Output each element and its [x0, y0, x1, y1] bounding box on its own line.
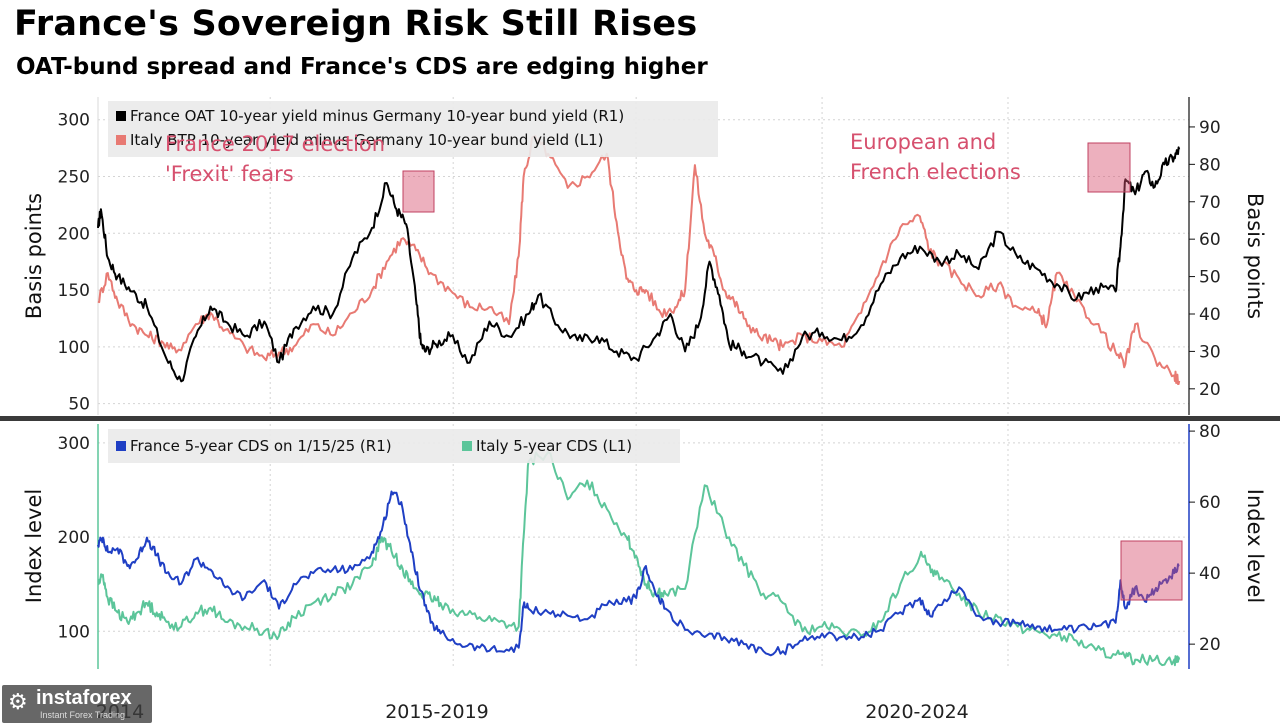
left-tick-label: 50 [68, 395, 90, 415]
x-axis-label: 2020-2024 [865, 701, 969, 723]
bottom-panel: 100 200 300 20 40 60 80 France 5-year CDS on … [22, 422, 1267, 723]
right-tick-label: 90 [1199, 118, 1221, 138]
legend-swatch [462, 441, 472, 451]
top-panel: 50 100 150 200 250 300 20 30 40 50 60 70 80 90 Franc… [22, 97, 1267, 415]
chart-subtitle: OAT-bund spread and France's CDS are edg… [16, 54, 708, 80]
legend-label: France OAT 10-year yield minus Germany 1… [130, 107, 624, 125]
legend-swatch [116, 135, 126, 145]
series-line-1 [97, 146, 1181, 383]
right-tick-label: 40 [1199, 564, 1221, 584]
highlight-box-cds [1120, 540, 1183, 601]
annotation-text: French elections [850, 160, 1021, 184]
right-tick-label: 50 [1199, 268, 1221, 288]
annotation-text: France 2017 election [165, 132, 385, 156]
annotation-text: 'Frexit' fears [165, 162, 294, 186]
right-tick-label: 40 [1199, 305, 1221, 325]
right-tick-label: 20 [1199, 635, 1221, 655]
series-line-1 [97, 490, 1180, 657]
right-tick-label: 80 [1199, 155, 1221, 175]
watermark-tagline: Instant Forex Trading [40, 710, 126, 720]
left-tick-label: 100 [58, 338, 90, 358]
bottom-series [97, 451, 1181, 667]
instaforex-logo-icon: ⚙ [8, 690, 28, 715]
top-left-ticks: 50 100 150 200 250 300 [58, 111, 90, 415]
top-legend: France OAT 10-year yield minus Germany 1… [116, 107, 624, 149]
right-tick-label: 60 [1199, 493, 1221, 513]
legend-swatch [116, 441, 126, 451]
legend-label: Italy BTP 10-year yield minus Germany 10… [130, 131, 604, 149]
bottom-right-axis-title: Index level [1243, 489, 1267, 603]
top-series [97, 134, 1181, 385]
left-tick-label: 300 [58, 434, 90, 454]
left-tick-label: 150 [58, 281, 90, 301]
left-tick-label: 200 [58, 528, 90, 548]
top-left-axis-title: Basis points [22, 193, 46, 319]
top-annotations: France 2017 election 'Frexit' fears Europe… [165, 130, 1021, 186]
right-tick-label: 70 [1199, 193, 1221, 213]
legend-swatch [116, 111, 126, 121]
bottom-right-ticks: 20 40 60 80 [1189, 422, 1221, 655]
watermark-brand: instaforex [36, 687, 132, 709]
highlight-box-2017 [402, 170, 435, 213]
panel-divider [0, 416, 1280, 421]
bottom-left-ticks: 100 200 300 [58, 434, 90, 642]
top-legend-background [108, 101, 718, 157]
series-line-2 [97, 134, 1181, 385]
bottom-legend-background [108, 429, 680, 463]
annotation-text: European and [850, 130, 996, 154]
highlight-box-2024 [1087, 142, 1131, 193]
chart-title: France's Sovereign Risk Still Rises [14, 4, 698, 44]
left-tick-label: 200 [58, 224, 90, 244]
left-tick-label: 100 [58, 622, 90, 642]
bottom-legend: France 5-year CDS on 1/15/25 (R1) Italy 5… [116, 437, 632, 455]
bottom-plot-area [98, 424, 1189, 669]
legend-label: Italy 5-year CDS (L1) [476, 437, 632, 455]
watermark: ⚙ instaforex Instant Forex Trading [2, 685, 152, 723]
right-tick-label: 30 [1199, 342, 1221, 362]
legend-label: France 5-year CDS on 1/15/25 (R1) [130, 437, 392, 455]
right-tick-label: 60 [1199, 230, 1221, 250]
top-right-axis-title: Basis points [1243, 193, 1267, 319]
left-tick-label: 250 [58, 168, 90, 188]
right-tick-label: 80 [1199, 422, 1221, 442]
right-tick-label: 20 [1199, 380, 1221, 400]
bottom-left-axis-title: Index level [22, 489, 46, 603]
x-axis-label: 2015-2019 [385, 701, 489, 723]
left-tick-label: 300 [58, 111, 90, 131]
top-right-ticks: 20 30 40 50 60 70 80 90 [1189, 118, 1221, 400]
